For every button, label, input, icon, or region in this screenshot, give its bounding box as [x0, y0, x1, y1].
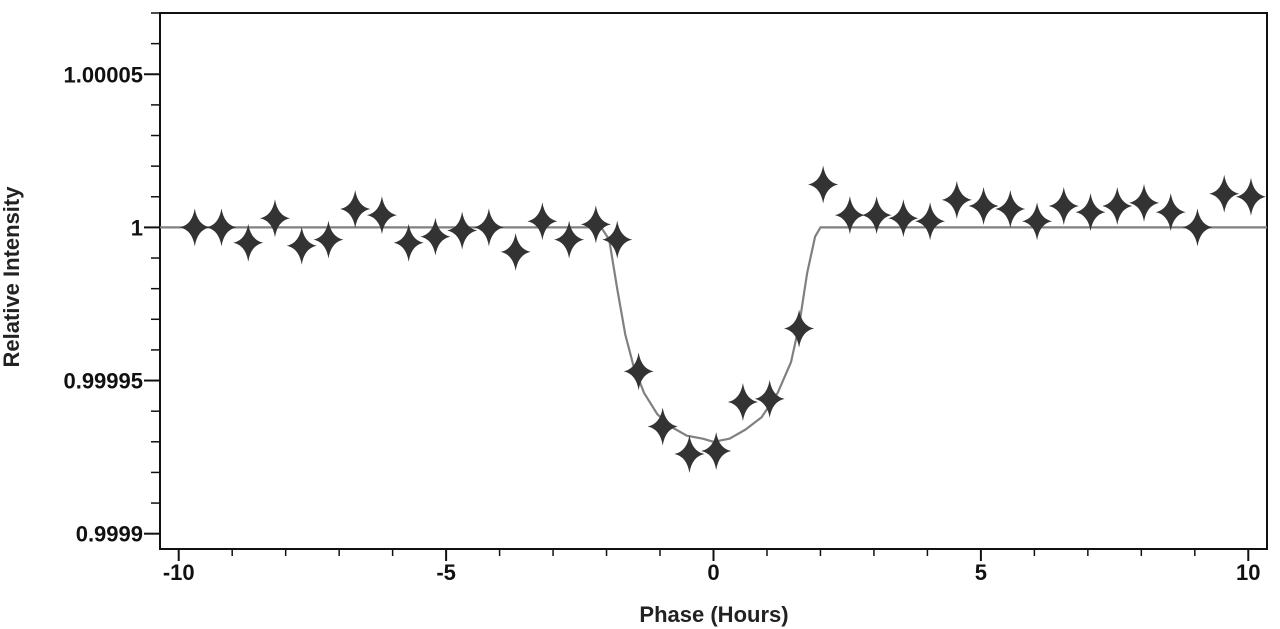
model-curve-line	[160, 226, 1267, 443]
x-tick-label: -5	[436, 560, 456, 585]
data-point	[623, 352, 654, 391]
data-point	[527, 202, 558, 241]
y-tick-label: 0.9999	[76, 522, 143, 547]
data-point	[259, 199, 290, 238]
data-point	[995, 190, 1026, 229]
x-tick-label: 10	[1236, 560, 1260, 585]
data-point	[473, 208, 504, 247]
data-point	[233, 223, 264, 262]
data-point	[206, 208, 237, 247]
data-point	[727, 382, 758, 421]
data-point	[580, 205, 611, 244]
data-point	[1129, 183, 1159, 222]
data-point	[602, 220, 633, 259]
y-axis-title: Relative Intensity	[0, 186, 24, 368]
data-point	[674, 435, 705, 474]
data-point	[1102, 186, 1133, 225]
data-point	[1048, 186, 1079, 225]
data-point	[1022, 202, 1053, 241]
data-point	[366, 196, 397, 235]
data-point	[941, 180, 972, 219]
data-point	[1155, 193, 1186, 232]
data-point	[420, 217, 451, 256]
data-point	[500, 232, 531, 271]
data-points-layer	[179, 165, 1266, 474]
data-point	[1209, 174, 1240, 213]
data-point	[340, 190, 371, 229]
data-point	[313, 220, 344, 259]
data-point	[701, 431, 732, 470]
y-tick-label: 1	[131, 215, 143, 240]
data-point	[784, 309, 815, 348]
data-point	[834, 196, 865, 235]
data-point	[968, 186, 999, 225]
x-axis-title: Phase (Hours)	[639, 602, 788, 627]
x-tick-label: 5	[975, 560, 987, 585]
data-point	[393, 223, 424, 262]
y-tick-label: 1.00005	[63, 62, 143, 87]
data-point	[1182, 208, 1213, 247]
data-point	[1075, 193, 1106, 232]
x-tick-label: -10	[163, 560, 195, 585]
plot-frame	[159, 12, 1268, 550]
data-point	[554, 220, 585, 259]
data-point	[754, 379, 785, 418]
y-axis: 0.9999 0.99995 1 1.00005	[63, 12, 160, 547]
data-point	[179, 208, 210, 247]
x-axis: -10 -5 0 5 10	[163, 549, 1261, 585]
model-curve-layer	[160, 226, 1267, 443]
data-point	[915, 202, 946, 241]
data-point	[888, 199, 919, 238]
data-point	[1235, 177, 1266, 216]
data-point	[808, 165, 839, 204]
x-tick-label: 0	[707, 560, 719, 585]
data-point	[447, 211, 478, 250]
data-point	[647, 407, 678, 446]
data-point	[286, 226, 317, 265]
y-tick-label: 0.99995	[63, 369, 143, 394]
data-point	[861, 196, 892, 235]
